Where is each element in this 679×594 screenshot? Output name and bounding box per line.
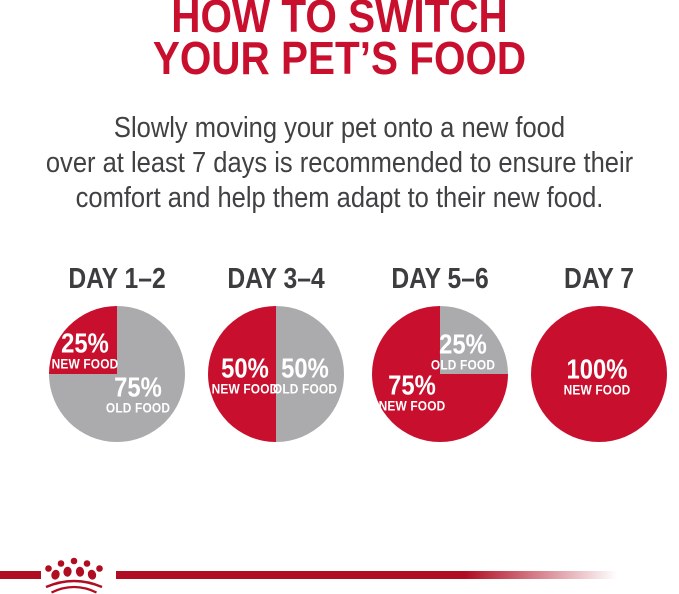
slice-food-name: NEW FOOD	[51, 355, 119, 372]
slice-food-name: OLD FOOD	[105, 399, 171, 416]
slice-label-new-food: 50% NEW FOOD	[211, 352, 279, 397]
pie-chart-day-5-6: 25% OLD FOOD 75% NEW FOOD	[372, 306, 508, 442]
slice-label-new-food: 75% NEW FOOD	[378, 369, 446, 414]
title-line-2: YOUR PET’S FOOD	[152, 32, 527, 84]
day-label-7: DAY 7	[564, 263, 634, 295]
title-line-1: HOW TO SWITCH	[171, 0, 508, 42]
slice-percent: 25%	[439, 328, 487, 360]
slice-label-new-food: 100% NEW FOOD	[563, 353, 631, 398]
slice-percent: 75%	[114, 371, 162, 403]
slice-food-name: OLD FOOD	[272, 380, 338, 397]
royal-canin-crown-logo-icon	[45, 557, 103, 594]
day-label-3-4: DAY 3–4	[227, 263, 325, 295]
slice-label-new-food: 25% NEW FOOD	[51, 327, 119, 372]
slice-percent: 75%	[388, 369, 436, 401]
slice-percent: 25%	[61, 327, 109, 359]
slice-label-old-food: 50% OLD FOOD	[272, 352, 338, 397]
slice-food-name: NEW FOOD	[378, 397, 446, 414]
footer-bar-left-segment	[0, 571, 41, 579]
slice-label-old-food: 75% OLD FOOD	[105, 371, 171, 416]
slice-food-name: OLD FOOD	[430, 356, 496, 373]
pie-chart-day-1-2: 25% NEW FOOD 75% OLD FOOD	[49, 306, 185, 442]
footer-bar-right-segment	[116, 571, 679, 579]
pie-chart-day-3-4: 50% NEW FOOD 50% OLD FOOD	[208, 306, 344, 442]
subtitle: Slowly moving your pet onto a new food o…	[0, 111, 679, 216]
slice-percent: 100%	[566, 353, 628, 385]
subtitle-line-1: Slowly moving your pet onto a new food	[113, 112, 566, 144]
pie-chart-day-7: 100% NEW FOOD	[531, 306, 667, 442]
subtitle-line-2: over at least 7 days is recommended to e…	[45, 147, 634, 179]
slice-food-name: NEW FOOD	[563, 381, 631, 398]
day-label-5-6: DAY 5–6	[391, 263, 489, 295]
slice-food-name: NEW FOOD	[211, 380, 279, 397]
slice-percent: 50%	[221, 352, 269, 384]
slice-label-old-food: 25% OLD FOOD	[430, 328, 496, 373]
slice-percent: 50%	[281, 352, 329, 384]
subtitle-line-3: comfort and help them adapt to their new…	[75, 182, 604, 214]
day-label-1-2: DAY 1–2	[68, 263, 166, 295]
page-title: HOW TO SWITCH YOUR PET’S FOOD	[0, 0, 679, 84]
